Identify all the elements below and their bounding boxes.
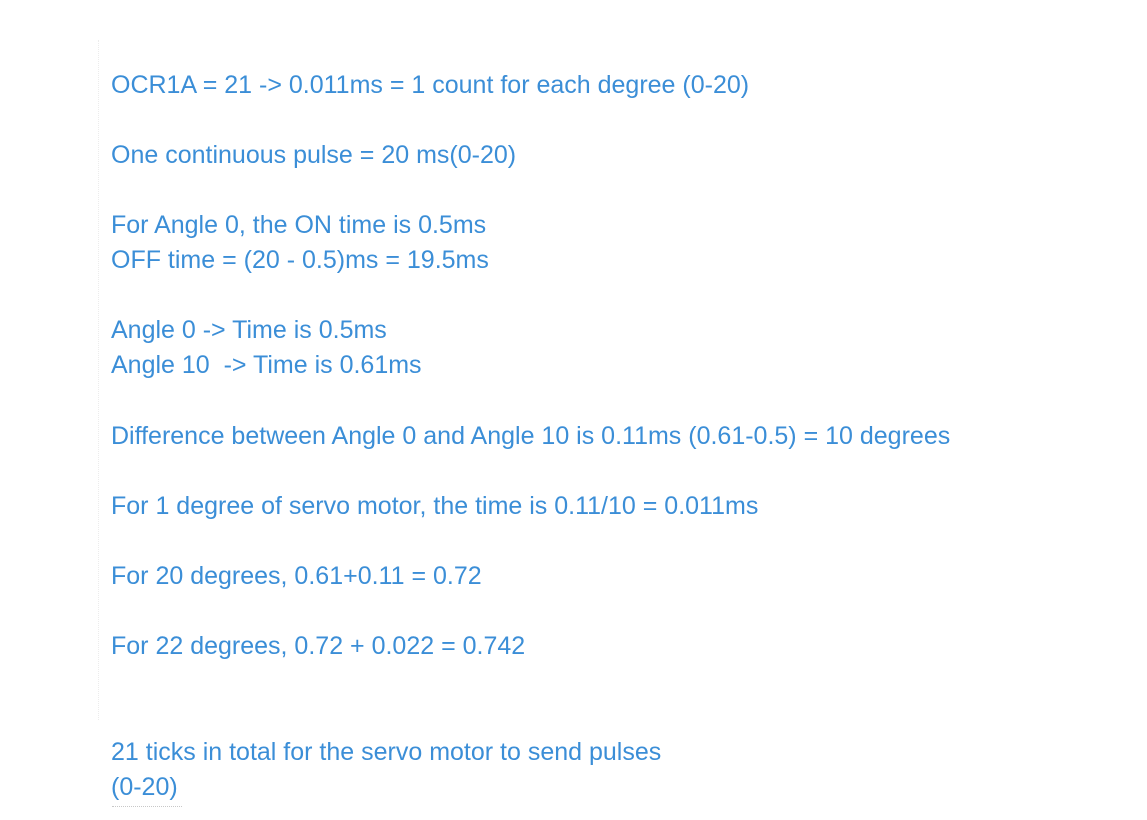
note-line-22-degrees: For 22 degrees, 0.72 + 0.022 = 0.742 <box>111 632 526 660</box>
note-line-difference: Difference between Angle 0 and Angle 10 … <box>111 422 951 450</box>
bottom-divider <box>112 806 182 807</box>
note-line-ticks-total: 21 ticks in total for the servo motor to… <box>111 738 662 766</box>
note-line-angle0-on-time: For Angle 0, the ON time is 0.5ms <box>111 211 487 239</box>
note-line-20-degrees: For 20 degrees, 0.61+0.11 = 0.72 <box>111 562 482 590</box>
note-line-one-degree: For 1 degree of servo motor, the time is… <box>111 492 759 520</box>
note-line-continuous-pulse: One continuous pulse = 20 ms(0-20) <box>111 141 517 169</box>
note-line-off-time: OFF time = (20 - 0.5)ms = 19.5ms <box>111 246 489 274</box>
note-line-range: (0-20) <box>111 773 178 801</box>
margin-guide <box>98 40 99 720</box>
note-line-angle10-time: Angle 10 -> Time is 0.61ms <box>111 351 422 379</box>
note-line-ocr1a: OCR1A = 21 -> 0.011ms = 1 count for each… <box>111 71 750 99</box>
note-line-angle0-time: Angle 0 -> Time is 0.5ms <box>111 316 387 344</box>
